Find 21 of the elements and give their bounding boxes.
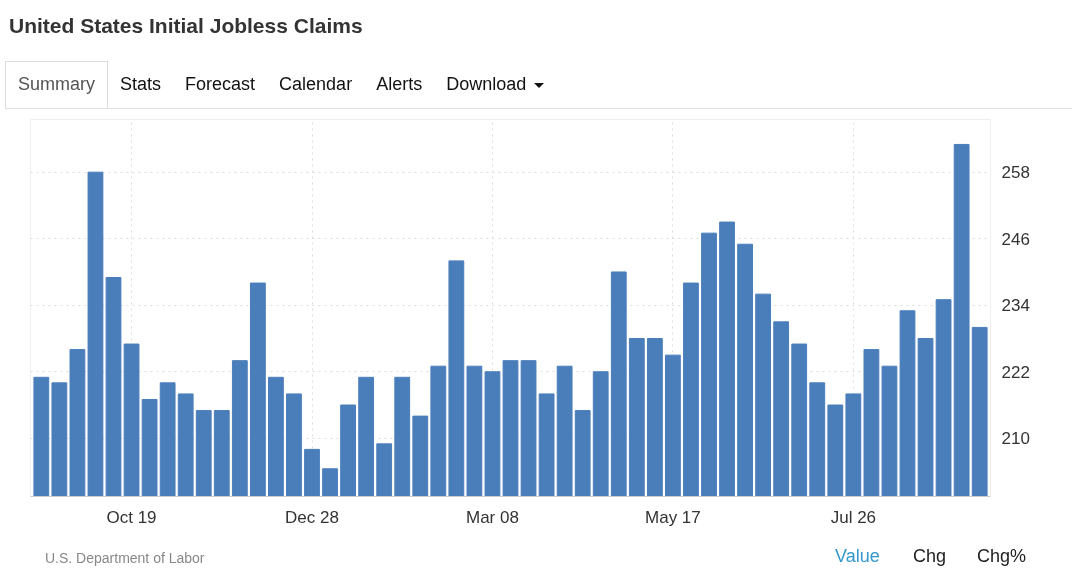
- y-tick-label: 258: [1001, 163, 1030, 183]
- text: Summary: [5, 61, 109, 108]
- x-tick-label: Jul 26: [830, 507, 877, 527]
- text: Download: [445, 73, 528, 96]
- y-tick-label: 246: [1001, 229, 1030, 249]
- text: Forecast: [184, 73, 257, 96]
- y-tick-label: 234: [1001, 296, 1030, 316]
- text: Chg: [913, 545, 947, 568]
- x-tick-label: Dec 28: [285, 507, 339, 527]
- y-tick-label: 210: [1001, 429, 1030, 449]
- text: Stats: [119, 73, 163, 96]
- text: Chg%: [977, 545, 1027, 568]
- text: Calendar: [278, 73, 354, 96]
- x-tick-label: May 17: [645, 507, 701, 527]
- text: Alerts: [375, 73, 424, 96]
- x-tick-label: Oct 19: [106, 507, 157, 527]
- text: Value: [835, 545, 880, 568]
- chart-title: United States Initial Jobless Claims: [9, 13, 363, 39]
- x-tick-label: Mar 08: [466, 507, 519, 527]
- y-tick-label: 222: [1001, 362, 1030, 382]
- text: U.S. Department of Labor: [45, 549, 205, 568]
